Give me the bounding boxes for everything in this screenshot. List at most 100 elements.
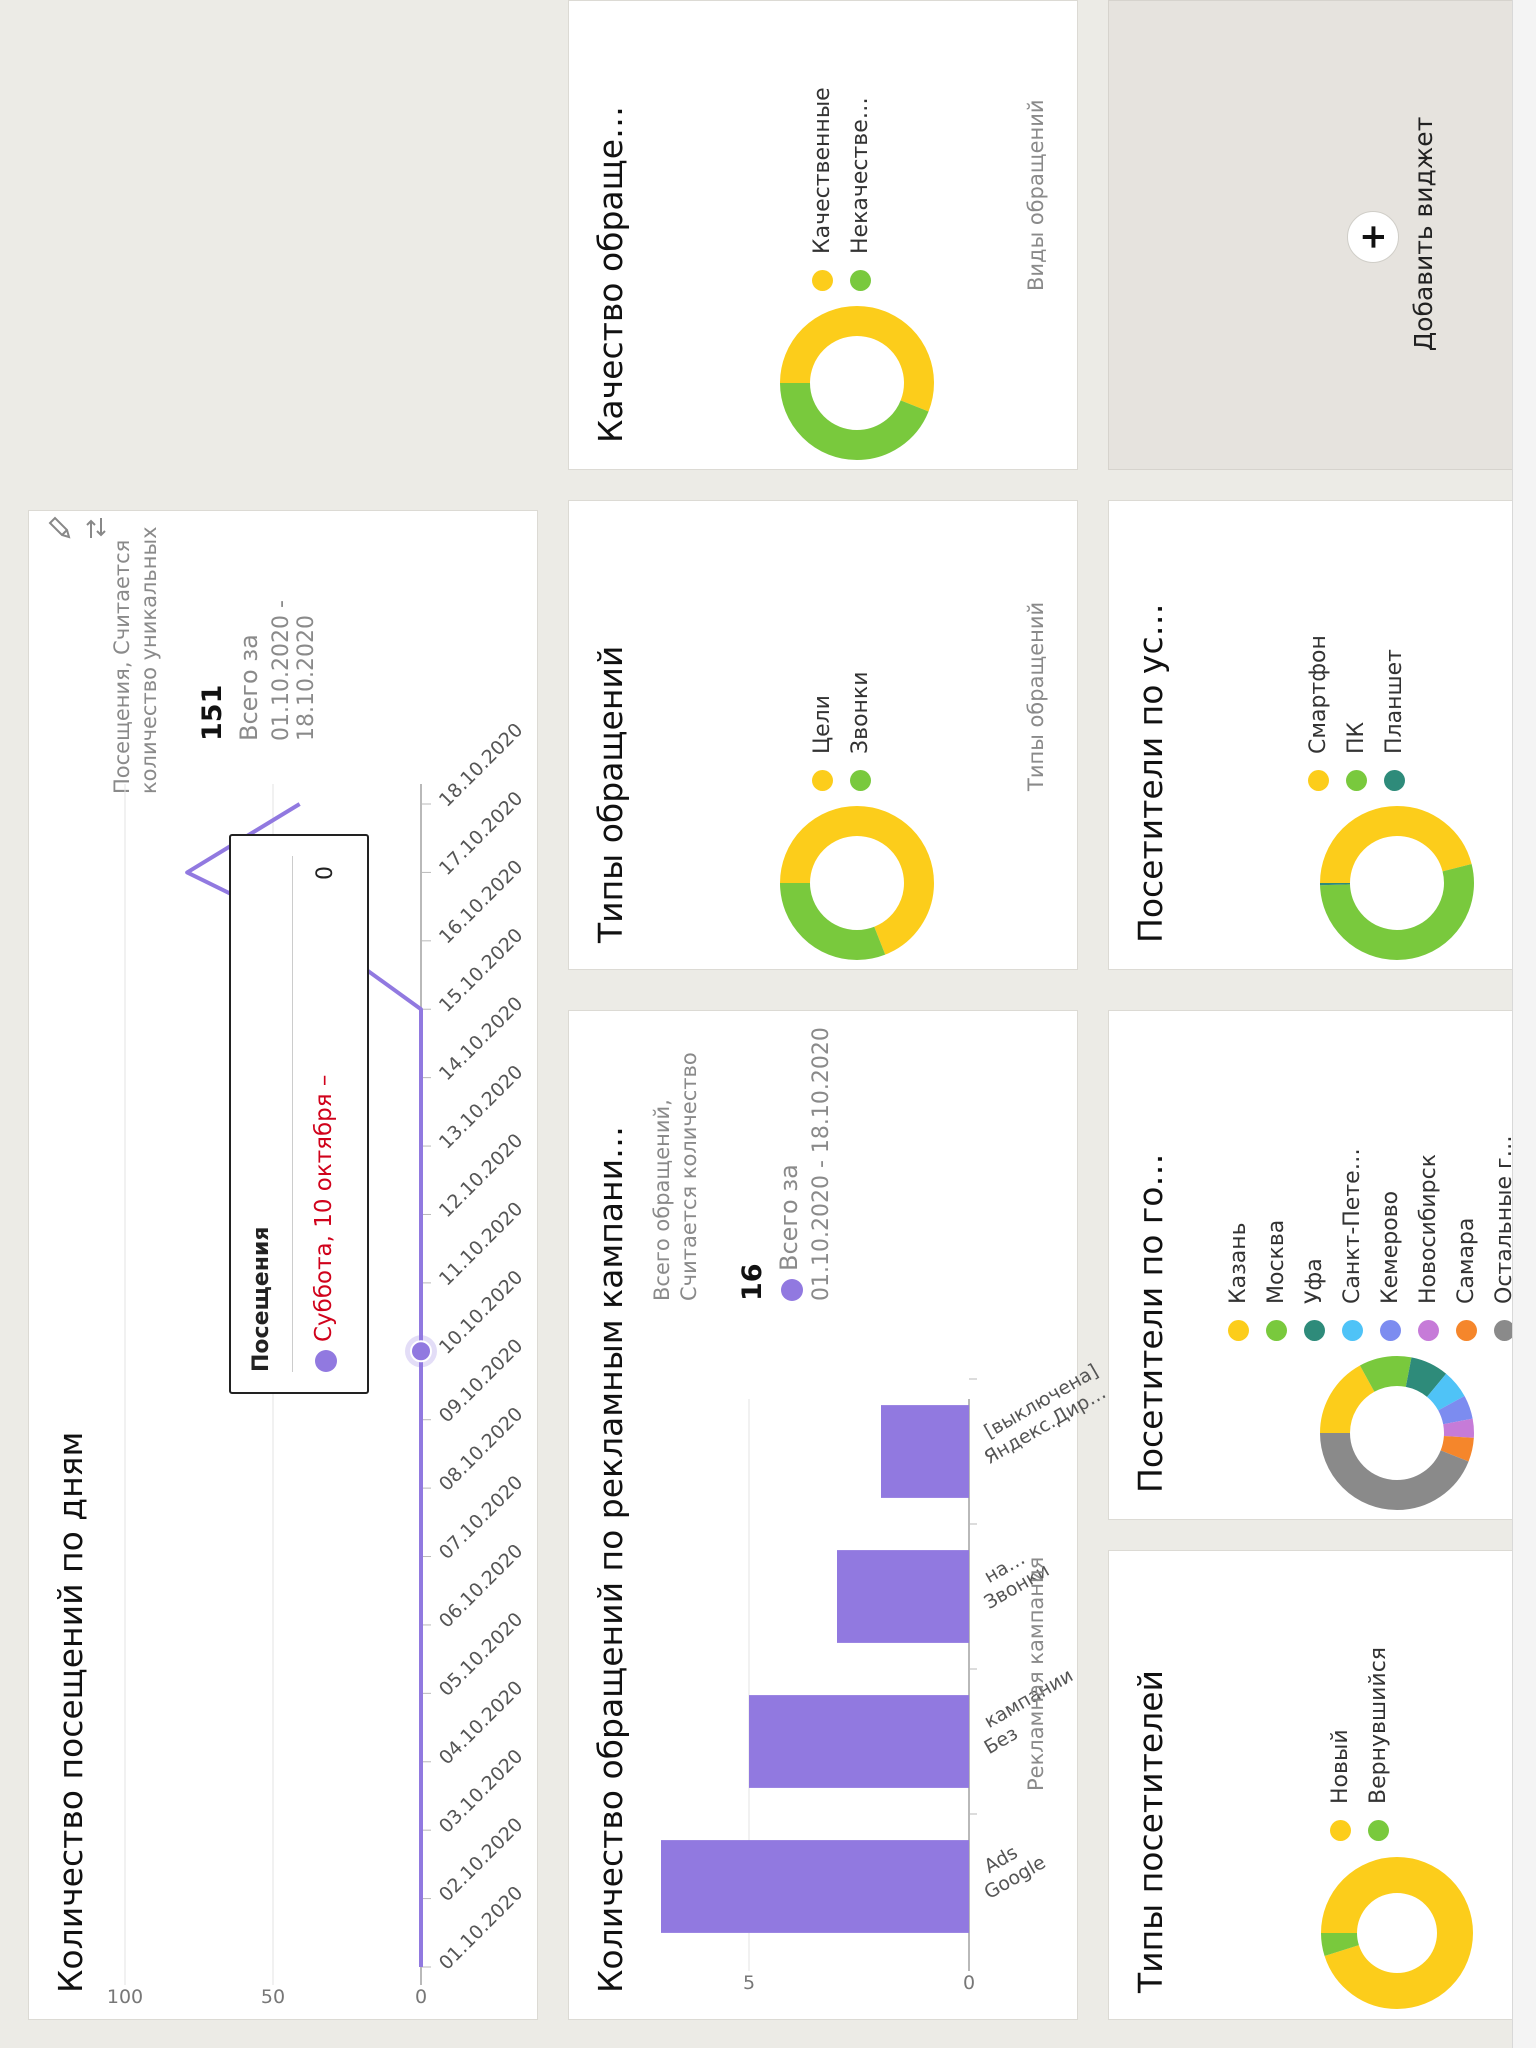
donut-group — [1320, 1356, 1474, 1510]
legend-dot — [1379, 1320, 1401, 1341]
legend-item: ПК — [1337, 635, 1375, 791]
donut-slice — [780, 306, 934, 460]
legend-label: Санкт-Пете… — [1339, 1148, 1365, 1304]
campaign-total-value: 16 — [737, 1263, 768, 1301]
devices-widget: Посетители по ус… Смартфон ПК Планшет — [1108, 500, 1528, 970]
legend-item: Качественные — [803, 87, 841, 291]
legend-dot — [1227, 1320, 1249, 1341]
legend-label: Планшет — [1381, 649, 1407, 754]
tooltip-series-dot — [315, 1350, 337, 1372]
legend-item: Кемерово — [1371, 1135, 1409, 1341]
legend-dot — [1345, 770, 1367, 791]
legend-item: Цели — [803, 672, 841, 791]
visitor-types-title: Типы посетителей — [1131, 1670, 1170, 1993]
devices-legend: Смартфон ПК Планшет — [1299, 635, 1413, 791]
legend-dot — [849, 270, 871, 291]
donut-slice — [1321, 1857, 1473, 2009]
legend-item: Вернувшийся — [1359, 1647, 1397, 1841]
donut-slice — [1320, 806, 1474, 960]
request-types-title: Типы обращений — [591, 645, 630, 943]
devices-title: Посетители по ус… — [1131, 603, 1170, 943]
donut-slice — [1320, 1356, 1474, 1510]
legend-label: Смартфон — [1305, 635, 1331, 754]
legend-dot — [1455, 1320, 1477, 1341]
donut-group — [780, 806, 934, 960]
bar — [661, 1840, 969, 1933]
legend-dot — [849, 770, 871, 791]
campaign-period: 01.10.2020 - 18.10.2020 — [809, 1027, 834, 1301]
add-widget-label[interactable]: Добавить виджет — [1409, 116, 1438, 352]
quality-legend: Качественные Некачестве… — [803, 87, 879, 291]
donut-group — [1320, 806, 1474, 960]
swap-arrows-icon[interactable] — [81, 513, 111, 543]
add-widget-card[interactable]: + Добавить виджет — [1108, 0, 1528, 470]
request-types-donut — [780, 806, 934, 960]
legend-dot — [1367, 1820, 1389, 1841]
chart-tooltip: Посещения Суббота, 10 октября – 0 — [229, 834, 369, 1394]
campaign-widget: Количество обращений по рекламным кампан… — [568, 1010, 1110, 2020]
donut-slice — [1320, 1356, 1474, 1510]
legend-label: Самара — [1453, 1217, 1479, 1304]
legend-dot — [1329, 1820, 1351, 1841]
cities-widget: Посетители по го… Казань Москва Уфа Санк… — [1108, 1010, 1528, 1520]
legend-dot — [811, 770, 833, 791]
legend-item: Смартфон — [1299, 635, 1337, 791]
campaign-total-dot — [781, 1279, 803, 1301]
legend-dot — [1341, 1320, 1363, 1341]
campaign-axis-caption: Рекламная кампания — [1024, 1556, 1048, 1791]
legend-dot — [1417, 1320, 1439, 1341]
legend-label: Казань — [1225, 1222, 1251, 1304]
visitor-types-widget: Типы посетителей Новый Вернувшийся — [1108, 1550, 1528, 2020]
quality-widget: Качество обраще… Качественные Некачестве… — [568, 0, 1078, 470]
legend-label: Звонки — [847, 671, 873, 755]
tooltip-title: Посещения — [249, 1226, 274, 1372]
bar — [881, 1405, 969, 1498]
donut-group — [780, 306, 934, 460]
legend-label: Цели — [809, 695, 835, 754]
campaign-bar-chart: 05GoogleAdsБезкампанииЗвонкина…Яндекс.Ди… — [661, 1360, 1110, 1994]
request-types-widget: Типы обращений Цели Звонки Типы обращени… — [568, 500, 1078, 970]
legend-item: Планшет — [1375, 635, 1413, 791]
legend-item: Москва — [1257, 1135, 1295, 1341]
cities-legend: Казань Москва Уфа Санкт-Пете… Кемерово Н… — [1219, 1135, 1523, 1341]
quality-caption: Виды обращений — [1024, 99, 1048, 291]
legend-label: Кемерово — [1377, 1190, 1403, 1304]
donut-group — [1321, 1857, 1473, 2009]
legend-label: Новосибирск — [1415, 1153, 1441, 1304]
legend-label: Качественные — [809, 87, 835, 254]
legend-label: Уфа — [1301, 1258, 1327, 1304]
cities-title: Посетители по го… — [1131, 1153, 1170, 1493]
y-tick-label: 0 — [415, 1986, 427, 2008]
cities-donut — [1320, 1356, 1474, 1510]
legend-dot — [1307, 770, 1329, 791]
plus-circle-icon[interactable]: + — [1347, 211, 1399, 263]
visitor-types-legend: Новый Вернувшийся — [1321, 1647, 1397, 1841]
y-tick-label: 0 — [963, 1972, 975, 1994]
legend-dot — [811, 270, 833, 291]
bar — [749, 1695, 969, 1788]
legend-dot — [1303, 1320, 1325, 1341]
legend-item: Самара — [1447, 1135, 1485, 1341]
donut-slice — [780, 806, 934, 960]
legend-item: Уфа — [1295, 1135, 1333, 1341]
campaign-description: Всего обращений, Считается количество — [650, 1052, 701, 1301]
y-tick-label: 100 — [107, 1986, 143, 2008]
visits-widget: Количество посещений по дням Посещения, … — [28, 510, 538, 2020]
tooltip-date: Суббота, 10 октября – — [311, 1074, 337, 1342]
bar — [837, 1550, 969, 1643]
visits-line-chart: 05010001.10.202002.10.202003.10.202004.1… — [107, 719, 527, 2008]
donut-slice — [1320, 1356, 1474, 1510]
browser-scrollbar-strip — [1512, 0, 1536, 2048]
legend-item: Санкт-Пете… — [1333, 1135, 1371, 1341]
tooltip-value: 0 — [313, 866, 338, 880]
category-label: Без — [981, 1722, 1022, 1758]
campaign-total-label: Всего за — [775, 1164, 803, 1271]
quality-donut — [780, 306, 934, 460]
legend-item: Новый — [1321, 1647, 1359, 1841]
legend-label: Некачестве… — [847, 97, 873, 254]
y-tick-label: 5 — [743, 1972, 755, 1994]
edit-pencil-icon[interactable] — [45, 513, 75, 543]
legend-label: ПК — [1343, 721, 1369, 754]
legend-label: Вернувшийся — [1365, 1646, 1391, 1804]
